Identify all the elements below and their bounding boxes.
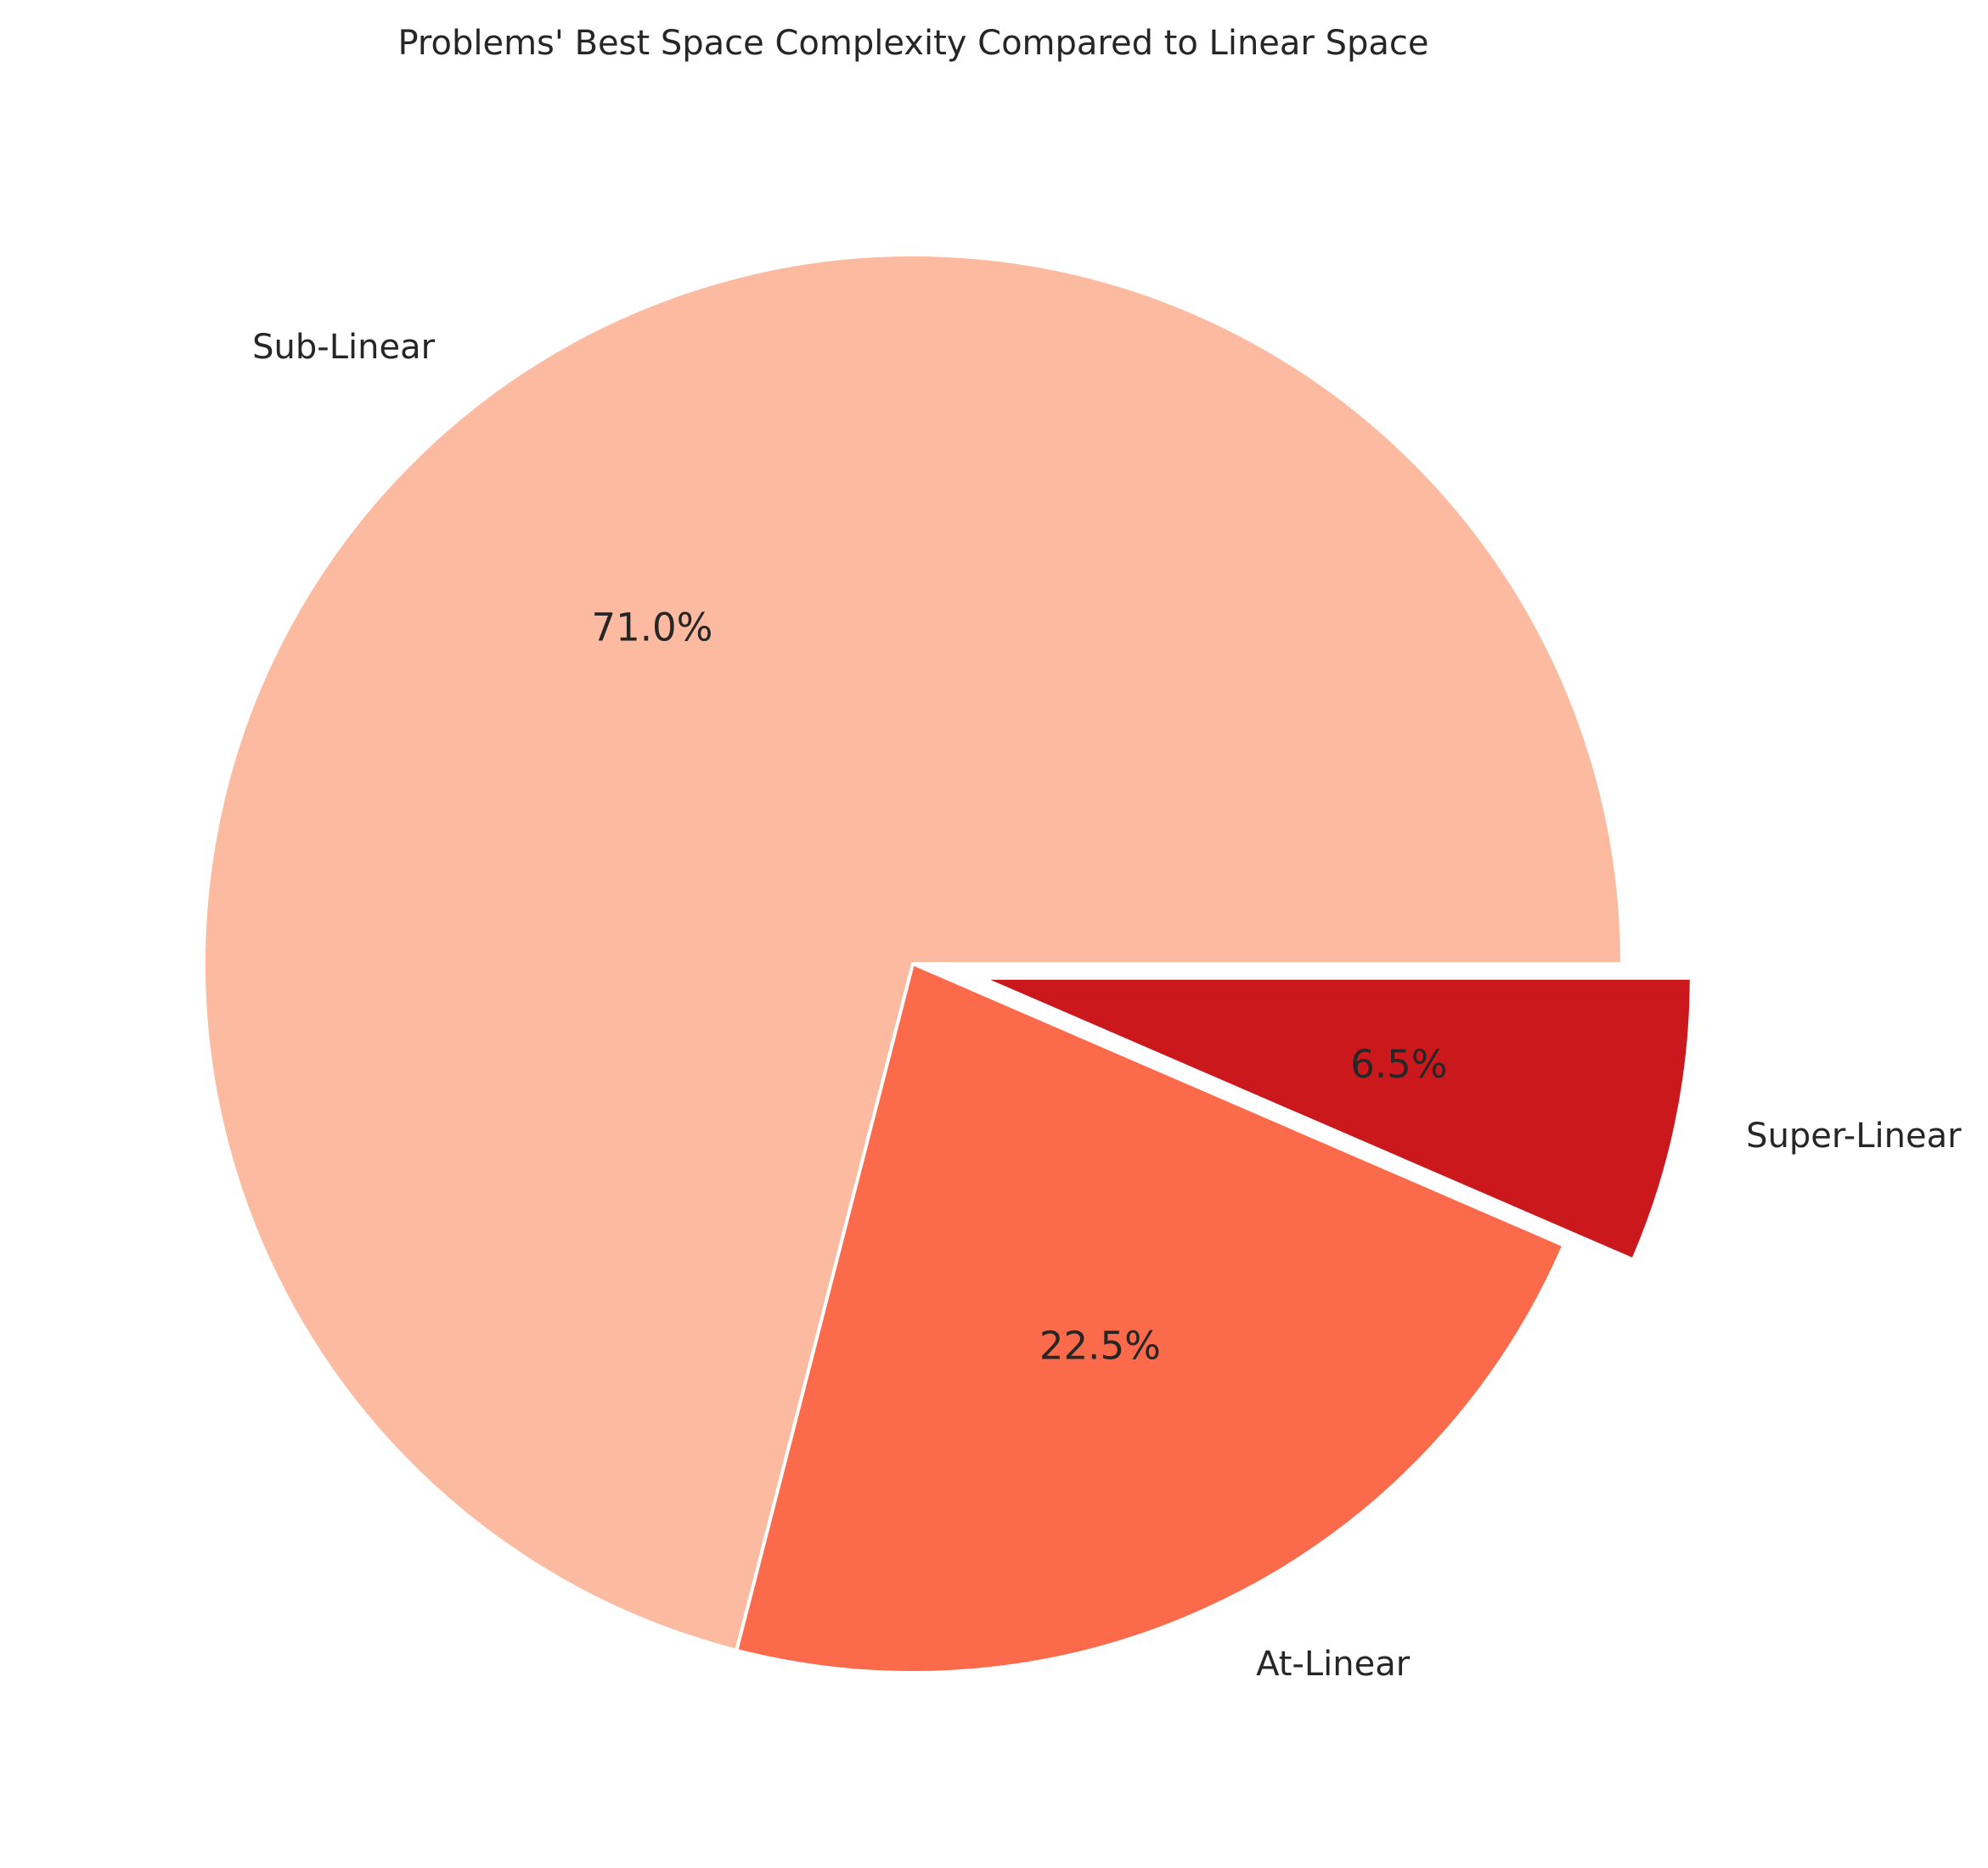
pie-labels: 71.0% Sub-Linear 22.5% At-Linear 6.5% Super-L… (252, 328, 1962, 1684)
pie-slice-super-linear (980, 976, 1693, 1262)
category-label-super-linear: Super-Linear (1746, 1117, 1962, 1156)
pie-slice-sub-linear (202, 253, 1624, 1652)
pct-label-sub-linear: 71.0% (591, 605, 712, 650)
category-label-sub-linear: Sub-Linear (252, 328, 435, 367)
pie-slices (202, 253, 1693, 1674)
chart-title: Problems' Best Space Complexity Compared… (397, 24, 1429, 63)
pie-slice-at-linear (735, 962, 1566, 1674)
pct-label-super-linear: 6.5% (1350, 1042, 1447, 1087)
category-label-at-linear: At-Linear (1256, 1645, 1411, 1684)
pct-label-at-linear: 22.5% (1039, 1323, 1161, 1368)
